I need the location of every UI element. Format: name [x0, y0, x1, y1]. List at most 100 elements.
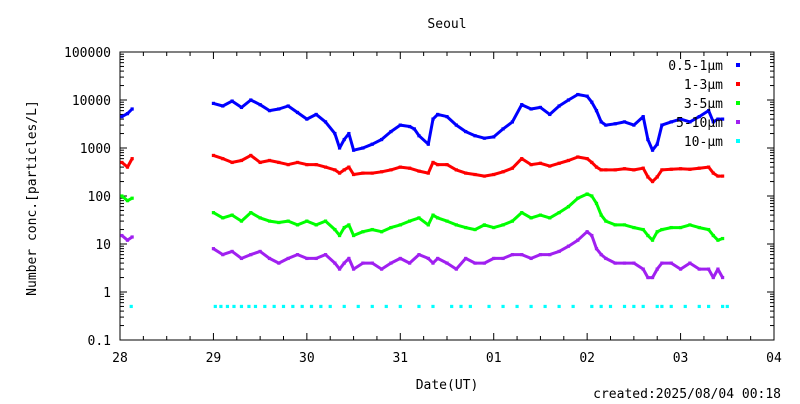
data-point — [464, 171, 468, 175]
data-point — [655, 175, 659, 179]
data-point — [211, 211, 216, 215]
data-point — [697, 115, 701, 119]
data-point — [221, 104, 225, 108]
data-point — [347, 256, 351, 261]
y-tick-label: 1 — [103, 286, 111, 301]
data-point — [716, 267, 720, 271]
data-point — [277, 261, 281, 265]
data-point — [239, 219, 244, 223]
data-point — [669, 167, 673, 171]
y-axis-label: Number conc.[particles/L] — [25, 100, 40, 296]
data-point — [678, 267, 683, 271]
data-point — [249, 98, 253, 102]
data-point — [510, 120, 514, 124]
data-point — [412, 127, 416, 131]
data-point — [473, 227, 477, 232]
y-tick-label: 0.1 — [88, 334, 111, 349]
x-tick-label: 02 — [579, 351, 595, 366]
data-point — [328, 304, 332, 309]
data-point — [557, 211, 561, 215]
data-point — [683, 304, 687, 309]
data-point — [314, 223, 318, 227]
data-point — [249, 153, 253, 158]
data-point — [613, 168, 617, 172]
data-point — [548, 112, 552, 117]
data-point — [487, 304, 491, 309]
x-tick-label: 29 — [206, 351, 222, 366]
data-point — [538, 253, 543, 257]
data-point — [697, 166, 701, 170]
data-point — [650, 148, 655, 152]
data-point — [678, 117, 683, 121]
data-point — [277, 220, 281, 225]
data-point — [239, 304, 244, 309]
data-point — [389, 168, 393, 172]
data-point — [125, 165, 130, 169]
data-point — [417, 169, 421, 173]
data-point — [520, 253, 524, 257]
data-point — [398, 256, 402, 261]
data-point — [370, 261, 374, 265]
data-point — [211, 101, 216, 105]
data-point — [398, 165, 402, 169]
data-point — [337, 171, 342, 175]
data-point — [650, 238, 655, 242]
data-point — [613, 261, 617, 265]
data-point — [660, 227, 664, 232]
data-point — [711, 171, 715, 175]
x-tick-label: 01 — [486, 351, 502, 366]
data-point — [660, 304, 664, 309]
data-point — [520, 103, 524, 107]
data-point — [239, 158, 244, 163]
data-point — [711, 275, 715, 280]
data-point — [125, 112, 130, 116]
data-point — [557, 104, 561, 108]
x-axis-label: Date(UT) — [416, 378, 479, 393]
data-point — [655, 230, 659, 234]
data-point — [604, 256, 608, 261]
data-point — [571, 304, 575, 309]
data-point — [370, 171, 374, 175]
plot-area: 0.1 1 10 100 1000 10000 100000 28 29 30 31 01 02 03 04… — [64, 46, 782, 366]
data-point — [426, 223, 430, 227]
data-point — [632, 261, 636, 265]
data-point — [225, 304, 230, 309]
data-point — [464, 129, 468, 134]
data-point — [286, 104, 290, 108]
chart-title: Seoul — [427, 17, 466, 32]
data-point — [267, 219, 272, 223]
legend-label: 5-10μm — [676, 116, 723, 131]
data-point — [669, 225, 673, 230]
data-point — [286, 163, 290, 167]
data-point — [267, 109, 272, 113]
data-point — [454, 223, 458, 227]
data-point — [295, 253, 300, 257]
data-point — [232, 304, 236, 309]
data-point — [604, 123, 608, 127]
data-point — [599, 168, 603, 172]
data-point — [510, 166, 514, 170]
data-point — [590, 100, 594, 104]
data-point — [688, 261, 692, 265]
data-point — [613, 223, 617, 227]
data-point — [576, 196, 580, 200]
data-point — [436, 256, 440, 261]
data-point — [305, 163, 309, 167]
y-tick-label: 1000 — [80, 142, 111, 157]
data-point — [342, 304, 346, 309]
data-point — [351, 233, 356, 238]
data-point — [361, 261, 365, 265]
data-point — [510, 219, 514, 223]
data-point — [454, 123, 458, 127]
data-point — [576, 238, 580, 242]
data-point — [529, 304, 533, 309]
data-point — [646, 233, 650, 238]
data-point — [389, 261, 393, 265]
data-point — [291, 304, 295, 309]
data-point — [632, 304, 636, 309]
data-point — [408, 166, 412, 170]
data-point — [314, 112, 318, 117]
data-point — [529, 163, 533, 167]
data-point — [622, 167, 627, 171]
